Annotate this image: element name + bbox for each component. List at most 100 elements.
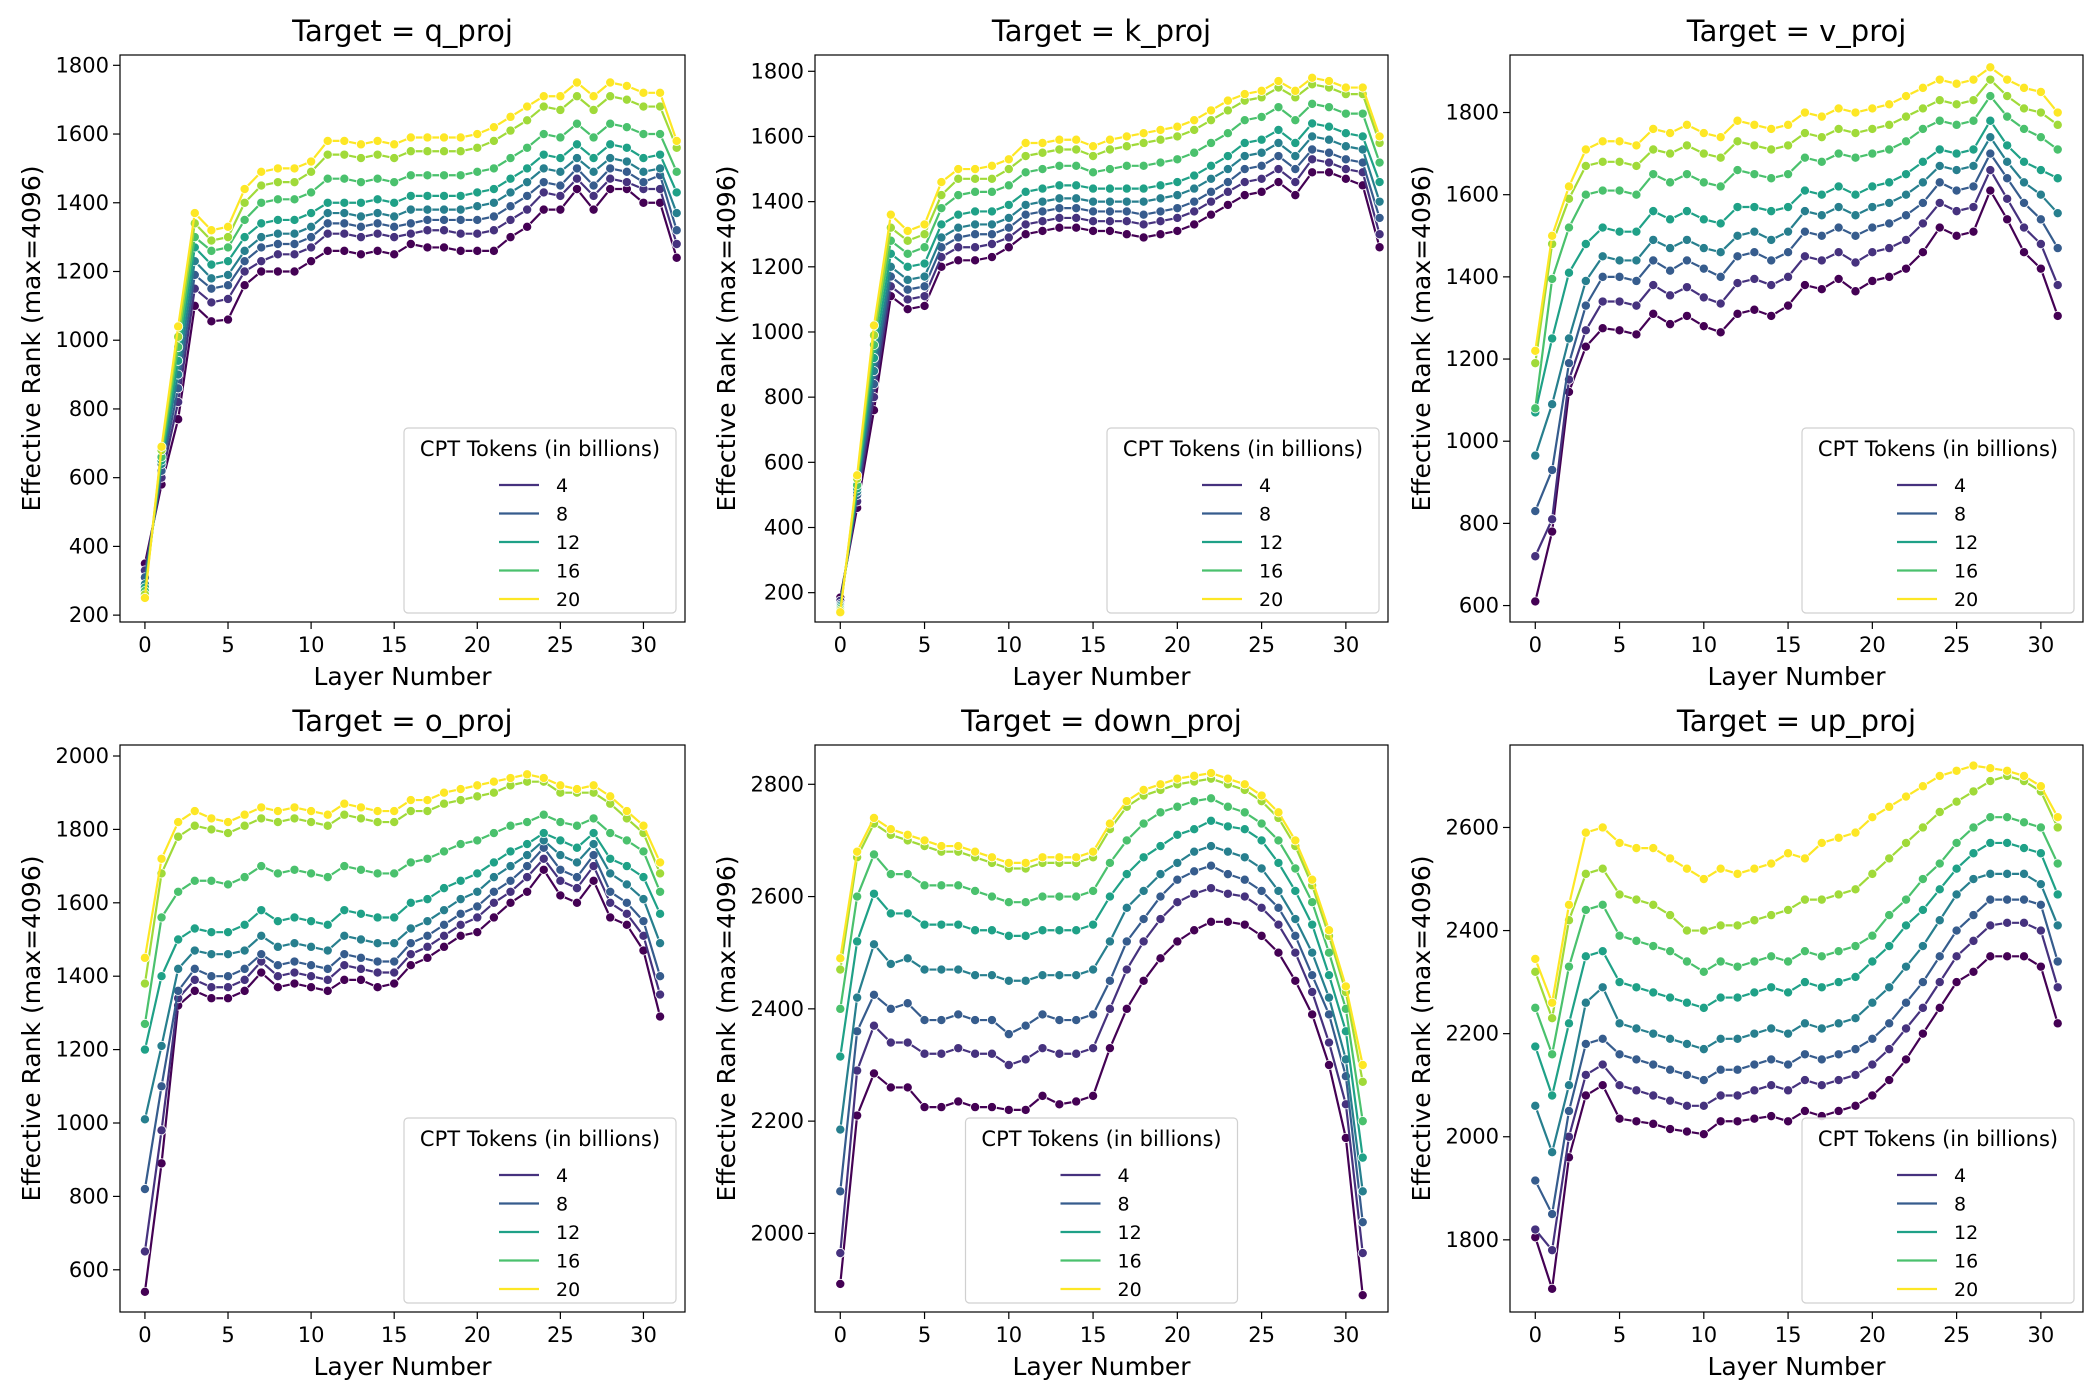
data-point bbox=[173, 321, 184, 332]
data-point bbox=[1631, 300, 1642, 311]
data-point bbox=[868, 812, 879, 823]
data-point bbox=[1104, 216, 1115, 227]
data-point bbox=[1665, 1124, 1676, 1135]
data-point bbox=[538, 163, 549, 174]
data-point bbox=[2052, 243, 2063, 254]
data-point bbox=[970, 229, 981, 240]
data-point bbox=[1071, 160, 1082, 171]
data-point bbox=[1324, 157, 1335, 168]
data-point bbox=[1614, 889, 1625, 900]
data-point bbox=[1799, 206, 1810, 217]
data-point bbox=[1884, 99, 1895, 110]
data-point bbox=[1324, 147, 1335, 158]
x-tick-label: 15 bbox=[381, 633, 408, 657]
data-point bbox=[1104, 134, 1115, 145]
data-point bbox=[1917, 247, 1928, 258]
y-tick-label: 2600 bbox=[751, 885, 804, 909]
data-point bbox=[2052, 812, 2063, 823]
data-point bbox=[322, 208, 333, 219]
data-point bbox=[1766, 280, 1777, 291]
data-point bbox=[919, 1015, 930, 1026]
data-point bbox=[1799, 251, 1810, 262]
data-point bbox=[1307, 72, 1318, 83]
data-point bbox=[455, 132, 466, 143]
data-point bbox=[1850, 107, 1861, 118]
data-point bbox=[1783, 271, 1794, 282]
data-point bbox=[1138, 936, 1149, 947]
data-point bbox=[1580, 1069, 1591, 1080]
data-point bbox=[1698, 1100, 1709, 1111]
data-point bbox=[1816, 1080, 1827, 1091]
plot-frame bbox=[814, 54, 1389, 623]
data-point bbox=[339, 861, 350, 872]
data-point bbox=[522, 204, 533, 215]
data-point bbox=[571, 118, 582, 129]
data-point bbox=[1732, 1116, 1743, 1127]
data-point bbox=[439, 146, 450, 157]
data-point bbox=[1290, 930, 1301, 941]
data-point bbox=[339, 208, 350, 219]
data-point bbox=[1968, 966, 1979, 977]
legend-label: 12 bbox=[1954, 532, 1978, 554]
data-point bbox=[1206, 105, 1217, 116]
data-point bbox=[538, 204, 549, 215]
data-point bbox=[422, 132, 433, 143]
data-point bbox=[289, 177, 300, 188]
data-point bbox=[1934, 95, 1945, 106]
data-point bbox=[902, 261, 913, 272]
data-point bbox=[139, 592, 150, 603]
series-line bbox=[839, 819, 1364, 1158]
data-point bbox=[1732, 202, 1743, 213]
data-point bbox=[605, 868, 616, 879]
data-point bbox=[389, 249, 400, 260]
data-point bbox=[555, 875, 566, 886]
data-point bbox=[1563, 222, 1574, 233]
data-point bbox=[1681, 282, 1692, 293]
data-point bbox=[505, 886, 516, 897]
data-point bbox=[1968, 202, 1979, 213]
data-point bbox=[986, 925, 997, 936]
data-point bbox=[1273, 835, 1284, 846]
data-point bbox=[1121, 196, 1132, 207]
data-point bbox=[1172, 225, 1183, 236]
data-point bbox=[986, 173, 997, 184]
data-point bbox=[1901, 189, 1912, 200]
data-point bbox=[289, 967, 300, 978]
data-point bbox=[1850, 1013, 1861, 1024]
data-point bbox=[1256, 930, 1267, 941]
data-point bbox=[1850, 971, 1861, 982]
data-point bbox=[1833, 889, 1844, 900]
data-point bbox=[1833, 148, 1844, 159]
data-point bbox=[2052, 310, 2063, 321]
data-point bbox=[1324, 970, 1335, 981]
data-point bbox=[272, 249, 283, 260]
data-point bbox=[1088, 167, 1099, 178]
data-point bbox=[1273, 947, 1284, 958]
data-point bbox=[835, 1278, 846, 1289]
x-tick-label: 0 bbox=[1529, 1323, 1542, 1347]
data-point bbox=[1614, 1113, 1625, 1124]
data-point bbox=[1104, 857, 1115, 868]
data-point bbox=[1222, 869, 1233, 880]
data-point bbox=[919, 258, 930, 269]
data-point bbox=[488, 912, 499, 923]
data-point bbox=[272, 214, 283, 225]
data-point bbox=[1189, 219, 1200, 230]
data-point bbox=[289, 194, 300, 205]
data-point bbox=[936, 1102, 947, 1113]
data-point bbox=[289, 956, 300, 967]
data-point bbox=[605, 139, 616, 150]
data-point bbox=[852, 936, 863, 947]
data-point bbox=[439, 883, 450, 894]
data-point bbox=[1172, 190, 1183, 201]
y-tick-label: 800 bbox=[764, 385, 804, 409]
data-point bbox=[1749, 119, 1760, 130]
legend-title: CPT Tokens (in billions) bbox=[981, 1127, 1221, 1151]
data-point bbox=[1088, 1043, 1099, 1054]
data-point bbox=[2019, 917, 2030, 928]
data-point bbox=[1580, 144, 1591, 155]
data-point bbox=[1732, 1064, 1743, 1075]
data-point bbox=[1766, 173, 1777, 184]
data-point bbox=[936, 841, 947, 852]
